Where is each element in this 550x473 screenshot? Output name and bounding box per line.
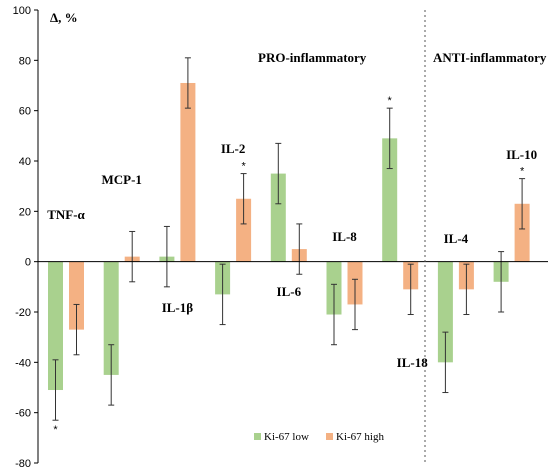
category-label: IL-4 [444, 231, 469, 246]
y-axis: -80 -60 -40 -20 0 20 40 60 80 100 [13, 5, 39, 470]
category-label: IL-2 [221, 141, 246, 156]
legend-swatch-ki67-low [254, 433, 261, 440]
category-label: IL-8 [332, 229, 357, 244]
category-label: IL-10 [506, 147, 537, 162]
legend-label-ki67-low: Ki-67 low [264, 431, 309, 443]
y-tick-label: 60 [19, 106, 31, 118]
category-label: IL-1β [162, 300, 194, 315]
bar [69, 261, 84, 330]
legend-swatch-ki67-high [326, 433, 333, 440]
legend: Ki-67 low Ki-67 high [254, 431, 384, 443]
significance-markers: * * * * [53, 95, 525, 436]
bar [270, 173, 286, 262]
y-tick-label: 40 [19, 156, 31, 168]
y-tick-label: -80 [15, 458, 31, 470]
significance-marker: * [520, 166, 525, 178]
group-title-anti: ANTI-inflammatory [433, 50, 547, 65]
y-tick-label: 80 [19, 55, 31, 67]
group-title-pro: PRO-inflammatory [258, 50, 367, 65]
significance-marker: * [53, 424, 58, 436]
category-label: IL-18 [397, 355, 429, 370]
y-tick-label: 100 [13, 5, 31, 17]
bar [48, 261, 63, 391]
bars [48, 82, 530, 391]
bar [236, 198, 252, 262]
category-label: IL-6 [277, 284, 302, 299]
y-tick-label: 20 [19, 206, 31, 218]
legend-label-ki67-high: Ki-67 high [336, 431, 384, 443]
category-labels: TNF-α MCP-1 IL-1β IL-2 IL-6 IL-8 IL-18 IL-4 IL-1… [47, 141, 537, 370]
y-tick-label: -60 [15, 408, 31, 420]
bar [514, 203, 530, 262]
y-tick-label: 0 [25, 257, 31, 269]
significance-marker: * [241, 161, 246, 173]
category-label: TNF-α [47, 207, 85, 222]
bar [103, 261, 119, 375]
error-bars [52, 57, 526, 421]
bar [180, 82, 196, 262]
y-tick-label: -40 [15, 357, 31, 369]
y-tick-label: -20 [15, 307, 31, 319]
bar [382, 138, 398, 262]
significance-marker: * [388, 95, 393, 107]
bar [437, 261, 453, 363]
y-axis-label: Δ, % [50, 10, 78, 25]
category-label: MCP-1 [101, 172, 141, 187]
